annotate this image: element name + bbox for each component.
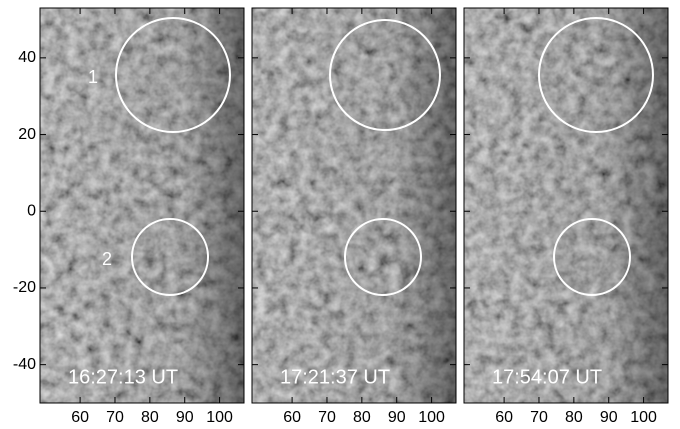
time-label: 17:21:37 UT [280,366,390,388]
x-tick-label: 90 [176,409,194,426]
y-tick-label: 40 [18,49,36,66]
x-tick-label: 70 [530,409,548,426]
region-label: 2 [102,249,112,269]
region-label: 1 [88,67,98,87]
figure: 60 70 80 90 100 40 20 0 -20 -40 16:27:13 UT 1 2 60 70 8… [0,0,680,429]
x-tick-label: 60 [283,409,301,426]
x-tick-label: 80 [353,409,371,426]
y-tick-label: 20 [18,126,36,143]
x-tick-label: 70 [318,409,336,426]
image-shade [252,8,456,403]
x-tick-label: 70 [106,409,124,426]
x-tick-label: 100 [418,409,445,426]
y-tick-label: 0 [27,202,36,219]
y-tick-label: -20 [13,279,36,296]
image-shade [40,8,244,403]
image-shade [464,8,668,403]
y-tick-label: -40 [13,356,36,373]
time-label: 16:27:13 UT [68,366,178,388]
x-tick-label: 100 [206,409,233,426]
x-tick-label: 90 [600,409,618,426]
time-label: 17:54:07 UT [492,366,602,388]
x-tick-label: 90 [388,409,406,426]
x-tick-label: 80 [141,409,159,426]
x-tick-label: 100 [630,409,657,426]
x-tick-label: 60 [495,409,513,426]
x-tick-label: 80 [565,409,583,426]
x-tick-label: 60 [71,409,89,426]
